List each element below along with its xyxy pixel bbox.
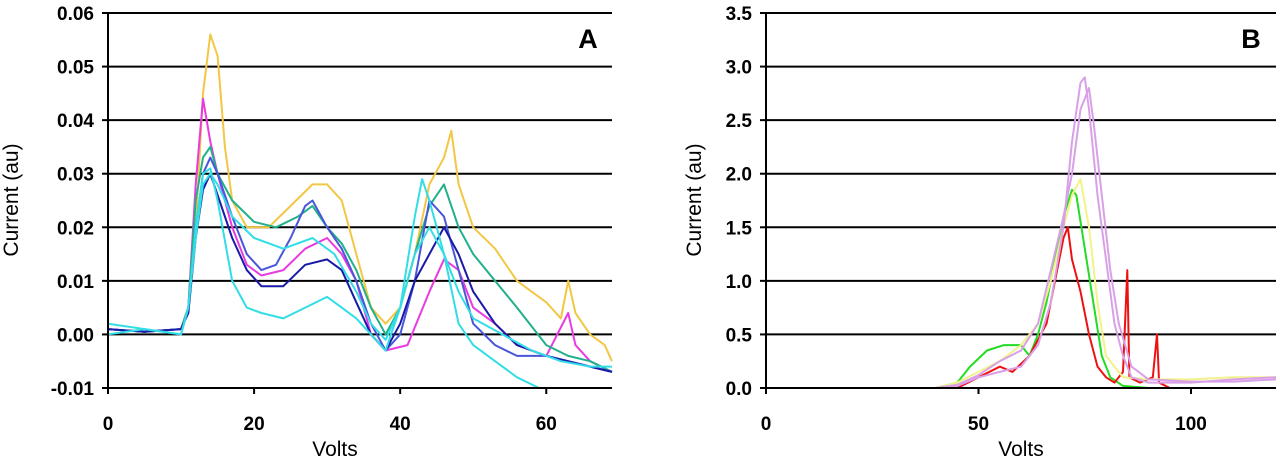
y-tick-label: 0.05	[57, 58, 94, 79]
series-line-4	[766, 76, 1277, 389]
series-line-2	[766, 226, 1276, 389]
series-line-4	[107, 156, 613, 373]
x-tick-label: 40	[390, 414, 411, 435]
panel-label: A	[578, 24, 598, 54]
x-tick-label: 50	[968, 414, 989, 435]
x-tick-label: 100	[1175, 414, 1207, 435]
y-axis-title: Current (au)	[0, 143, 23, 256]
y-tick-label: 1.0	[726, 272, 752, 293]
y-tick-label: 3.0	[726, 58, 752, 79]
y-tick-label: 3.5	[726, 4, 753, 25]
y-tick-label: 0.5	[726, 325, 753, 346]
y-axis-title: Current (au)	[683, 143, 706, 256]
y-tick-label: -0.01	[51, 379, 95, 400]
y-tick-label: 2.0	[726, 165, 752, 186]
series-line-5	[766, 87, 1277, 389]
series-line-6	[107, 167, 554, 389]
y-tick-label: 0.01	[57, 272, 94, 293]
series-line-1	[766, 188, 1276, 389]
y-tick-label: 0.0	[726, 379, 752, 400]
y-tick-label: 2.5	[726, 111, 753, 132]
x-axis-title: Volts	[998, 438, 1044, 461]
y-tick-label: 0.00	[57, 325, 94, 346]
series-line-3	[766, 178, 1276, 389]
y-tick-label: 0.03	[57, 165, 94, 186]
chart-panel-b: 0.0 0.5 1.0 1.5 2.0 2.5 3.0 3.5 0 50 100 Volts Curre…	[683, 4, 1277, 461]
x-tick-label: 20	[244, 414, 265, 435]
y-tick-label: 0.02	[57, 218, 94, 239]
x-tick-label: 0	[103, 414, 114, 435]
y-tick-label: 0.06	[57, 4, 94, 25]
x-tick-label: 0	[761, 414, 772, 435]
series-line-7	[107, 172, 612, 368]
chart-panel-a: -0.01 0.00 0.01 0.02 0.03 0.04 0.05 0.06 0 20 40 60…	[0, 4, 613, 461]
y-tick-label: 1.5	[726, 218, 753, 239]
panel-label: B	[1241, 24, 1261, 54]
series-line-5	[107, 172, 613, 373]
x-axis-title: Volts	[312, 438, 358, 461]
y-tick-label: 0.04	[57, 111, 94, 132]
series-line-3	[107, 145, 613, 373]
x-tick-label: 60	[536, 414, 557, 435]
